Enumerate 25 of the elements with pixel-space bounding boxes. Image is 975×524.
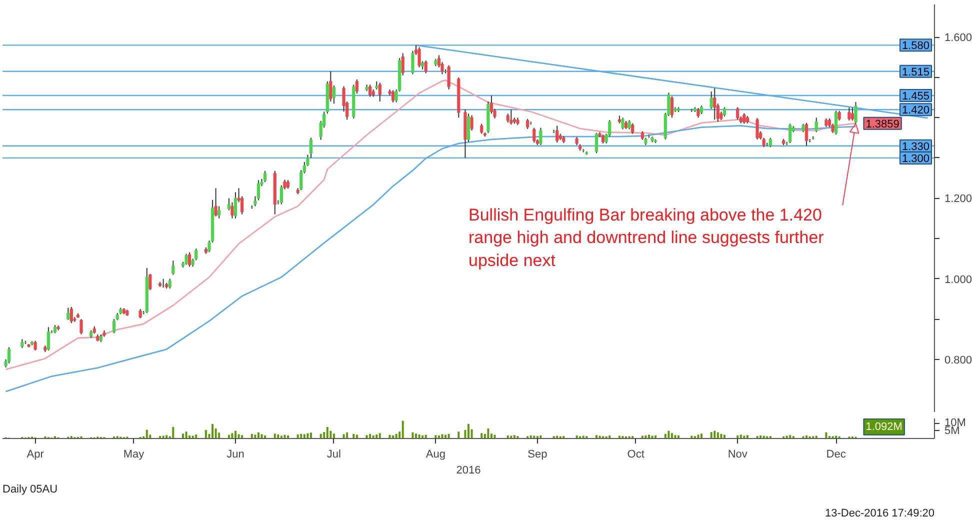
x-axis-title: 2016 xyxy=(456,464,481,476)
ref-line-label: 1.330 xyxy=(902,140,930,153)
y-tick-label: 0.800 xyxy=(944,354,972,366)
ref-line-label: 1.420 xyxy=(902,104,930,117)
ref-line-label: 1.515 xyxy=(902,66,930,78)
x-tick-label: Jul xyxy=(326,448,341,460)
x-tick-label: May xyxy=(123,448,145,460)
ref-line-label: 1.580 xyxy=(902,40,930,52)
x-tick-label: Sep xyxy=(528,448,548,460)
ref-line-label: 1.455 xyxy=(902,90,930,103)
text: Daily 05AU xyxy=(2,484,58,496)
y-tick-label: 1.600 xyxy=(944,32,972,44)
x-tick-label: Dec xyxy=(826,448,846,460)
y-tick-label: 1.200 xyxy=(944,193,972,206)
ref-line-label: 1.300 xyxy=(902,152,930,165)
annotation: 1.3859 xyxy=(866,118,900,130)
x-tick-label: Apr xyxy=(26,448,44,460)
x-tick-label: Jun xyxy=(226,448,244,460)
text: 13-Dec-2016 17:49:20 xyxy=(825,508,934,520)
x-tick-label: Oct xyxy=(627,448,644,460)
x-tick-label: Aug xyxy=(426,448,446,460)
x-tick-label: Nov xyxy=(728,448,748,460)
annotation: Bullish Engulfing Bar breaking above the 1.420 range high and downtrend line suggests further upside next xyxy=(468,205,824,270)
annotation: 1.092M xyxy=(866,420,902,433)
y-tick-label: 1.000 xyxy=(944,274,972,286)
